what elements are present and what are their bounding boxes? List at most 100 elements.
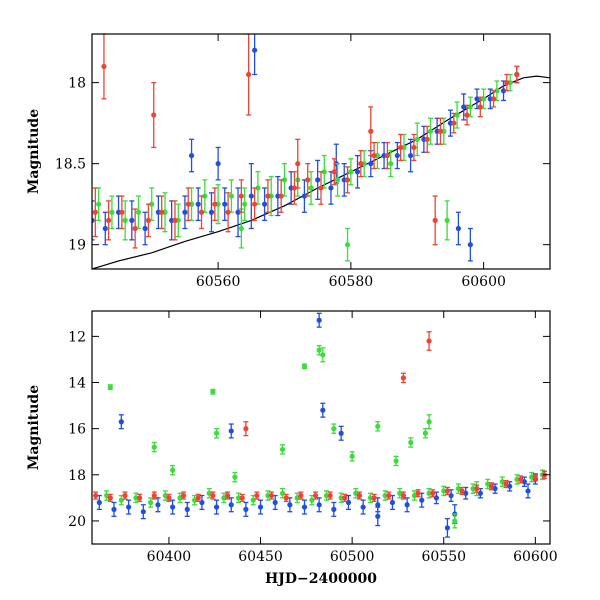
top-green-point — [96, 187, 102, 222]
bottom-blue-point — [320, 402, 326, 418]
top-x-tick-label: 60560 — [196, 274, 241, 290]
top-red-point — [291, 171, 298, 205]
top-x-tick-label: 60600 — [461, 274, 506, 290]
bottom-blue-point — [213, 499, 220, 515]
bottom-green-point — [441, 485, 447, 497]
bottom-y-axis-label: Magnitude — [26, 385, 42, 470]
bottom-green-point — [235, 492, 242, 504]
top-red-point — [514, 65, 520, 84]
top-blue-point — [129, 200, 135, 241]
bottom-blue-point — [126, 499, 132, 515]
top-blue-point — [222, 187, 228, 222]
top-red-point — [371, 141, 377, 170]
bottom-red-point — [444, 486, 451, 496]
top-green-point — [444, 200, 450, 241]
top-green-point — [109, 195, 115, 230]
top-red-point — [437, 117, 444, 145]
bottom-red-point — [93, 491, 99, 500]
bottom-green-point — [367, 492, 374, 504]
bottom-blue-point — [360, 499, 366, 515]
top-red-point — [119, 195, 125, 230]
bottom-blue-point — [331, 501, 337, 517]
bottom-x-axis-label: HJD−2400000 — [265, 571, 377, 587]
bottom-axis-ticks: 60400 60450 60500 60550 60600 12 14 16 18 20 — [68, 311, 558, 565]
bottom-blue-point — [301, 499, 308, 515]
top-red-point — [238, 179, 244, 213]
bottom-blue-point — [155, 497, 161, 513]
bottom-green-point — [133, 492, 139, 504]
top-red-point — [477, 96, 483, 118]
top-green-point — [202, 179, 208, 213]
bottom-red-point — [532, 472, 538, 482]
bottom-blue-point — [404, 497, 410, 513]
bottom-red-point — [195, 493, 201, 502]
bottom-plot-frame — [91, 310, 551, 545]
top-plot-area — [92, 34, 550, 269]
bottom-y-tick-label: 16 — [68, 422, 86, 438]
top-blue-point — [328, 171, 334, 205]
top-red-point — [344, 166, 351, 194]
top-green-point — [238, 208, 244, 249]
bottom-red-point — [122, 491, 128, 500]
bottom-y-tick-label: 12 — [68, 329, 86, 345]
top-blue-point — [188, 138, 195, 173]
bottom-red-point — [518, 475, 524, 484]
top-blue-point — [102, 211, 108, 246]
top-y-tick-label: 18 — [68, 76, 86, 92]
bottom-blue-point — [525, 483, 531, 499]
bottom-green-point — [382, 490, 388, 501]
bottom-red-point — [426, 331, 432, 351]
bottom-green-point — [107, 384, 113, 391]
bottom-green-point — [279, 444, 286, 455]
bottom-green-point — [316, 344, 322, 356]
top-blue-point — [261, 187, 268, 222]
bottom-blue-point — [257, 499, 264, 515]
bottom-green-point — [148, 497, 154, 508]
bottom-green-point — [170, 464, 176, 476]
bottom-plot-area — [93, 312, 548, 538]
top-green-point — [122, 200, 128, 241]
top-red-point — [265, 179, 271, 213]
top-red-point — [432, 195, 438, 246]
top-blue-point — [394, 141, 400, 170]
bottom-red-point — [137, 493, 143, 502]
top-red-point — [318, 171, 324, 205]
bottom-green-point — [331, 423, 337, 434]
top-red-point — [225, 192, 231, 233]
top-blue-point — [301, 179, 308, 213]
bottom-blue-point — [118, 414, 124, 430]
bottom-red-point — [151, 491, 157, 500]
bottom-red-point — [459, 486, 465, 496]
bottom-x-tick-label: 60550 — [421, 549, 466, 565]
top-green-point — [348, 158, 354, 186]
bottom-red-point — [254, 491, 260, 500]
bottom-red-point — [327, 491, 333, 500]
bottom-panel: 60400 60450 60500 60550 60600 12 14 16 18 20 Magn… — [26, 310, 558, 587]
top-red-point — [145, 203, 152, 238]
bottom-y-tick-label: 14 — [68, 376, 86, 392]
top-y-tick-label: 19 — [68, 238, 86, 254]
top-green-point — [255, 171, 261, 205]
bottom-red-point — [415, 489, 421, 498]
top-green-point — [344, 227, 351, 262]
bottom-red-point — [488, 482, 494, 491]
top-blue-point — [315, 159, 321, 200]
top-blue-point — [467, 227, 473, 262]
top-blue-point — [142, 211, 148, 246]
bottom-blue-point — [228, 497, 234, 513]
top-red-point — [212, 187, 218, 222]
bottom-blue-point — [96, 494, 102, 511]
top-red-point — [305, 163, 311, 197]
bottom-green-point — [320, 347, 326, 363]
bottom-x-tick-label: 60400 — [147, 549, 192, 565]
bottom-red-point — [356, 491, 363, 500]
bottom-blue-point — [272, 494, 278, 511]
top-red-point — [295, 138, 301, 189]
bottom-red-point — [268, 491, 275, 500]
bottom-red-point — [400, 491, 407, 500]
bottom-y-tick-label: 20 — [68, 514, 86, 530]
top-axis-ticks: 60560 60580 60600 18 18.5 19 — [55, 34, 550, 290]
bottom-green-point — [323, 490, 330, 501]
bottom-red-point — [503, 479, 509, 489]
bottom-red-point — [283, 493, 289, 502]
